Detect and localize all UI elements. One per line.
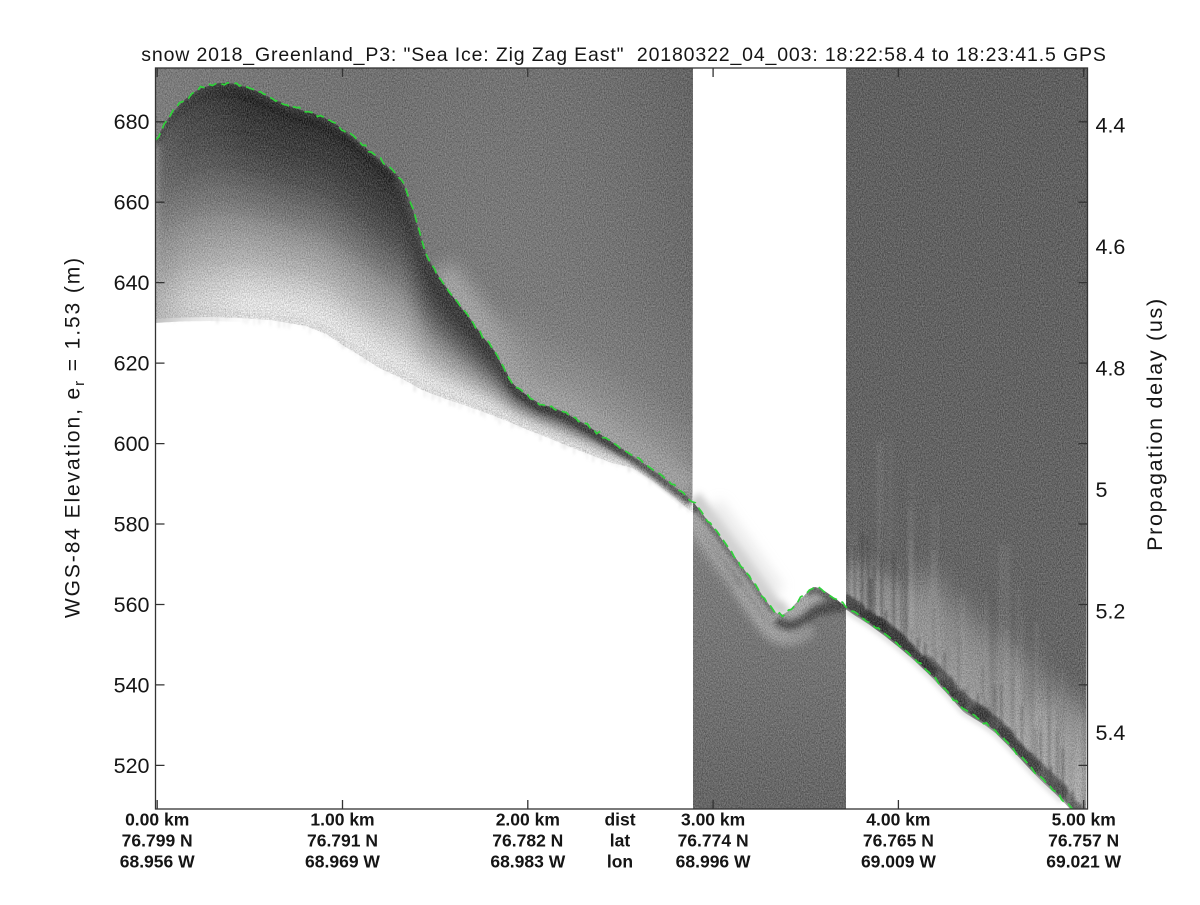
svg-text:76.782 N: 76.782 N [492, 831, 563, 851]
svg-text:4.00 km: 4.00 km [866, 810, 930, 830]
svg-text:2.00 km: 2.00 km [496, 810, 560, 830]
svg-text:69.009 W: 69.009 W [861, 852, 936, 872]
svg-text:520: 520 [114, 754, 150, 778]
svg-text:3.00 km: 3.00 km [681, 810, 745, 830]
svg-text:4.6: 4.6 [1096, 235, 1126, 259]
svg-text:68.996 W: 68.996 W [676, 852, 751, 872]
svg-text:68.969 W: 68.969 W [305, 852, 380, 872]
svg-text:76.774 N: 76.774 N [678, 831, 749, 851]
svg-text:76.799 N: 76.799 N [122, 831, 193, 851]
svg-text:76.791 N: 76.791 N [307, 831, 378, 851]
svg-text:WGS-84 Elevation, er = 1.53 (m: WGS-84 Elevation, er = 1.53 (m) [62, 256, 89, 618]
svg-text:600: 600 [114, 432, 150, 456]
svg-text:4.8: 4.8 [1096, 357, 1126, 381]
svg-text:5.4: 5.4 [1096, 721, 1126, 745]
svg-text:680: 680 [114, 110, 150, 134]
svg-text:lat: lat [610, 831, 631, 851]
svg-text:lon: lon [607, 852, 633, 872]
svg-text:640: 640 [114, 271, 150, 295]
svg-text:4.4: 4.4 [1096, 114, 1126, 138]
svg-text:68.983 W: 68.983 W [490, 852, 565, 872]
svg-text:dist: dist [604, 810, 635, 830]
svg-text:76.757 N: 76.757 N [1048, 831, 1119, 851]
svg-text:68.956 W: 68.956 W [120, 852, 195, 872]
svg-text:5.00 km: 5.00 km [1052, 810, 1116, 830]
svg-text:69.021 W: 69.021 W [1046, 852, 1121, 872]
svg-text:540: 540 [114, 673, 150, 697]
svg-text:Propagation delay (us): Propagation delay (us) [1143, 297, 1167, 551]
svg-text:5.2: 5.2 [1096, 600, 1126, 624]
svg-text:660: 660 [114, 191, 150, 215]
svg-text:76.765 N: 76.765 N [863, 831, 934, 851]
svg-text:620: 620 [114, 352, 150, 376]
svg-text:580: 580 [114, 513, 150, 537]
svg-text:560: 560 [114, 593, 150, 617]
svg-text:snow 2018_Greenland_P3: "Sea I: snow 2018_Greenland_P3: "Sea Ice: Zig Za… [141, 44, 1106, 66]
svg-text:0.00 km: 0.00 km [125, 810, 189, 830]
svg-text:5: 5 [1096, 478, 1108, 502]
svg-text:1.00 km: 1.00 km [310, 810, 374, 830]
